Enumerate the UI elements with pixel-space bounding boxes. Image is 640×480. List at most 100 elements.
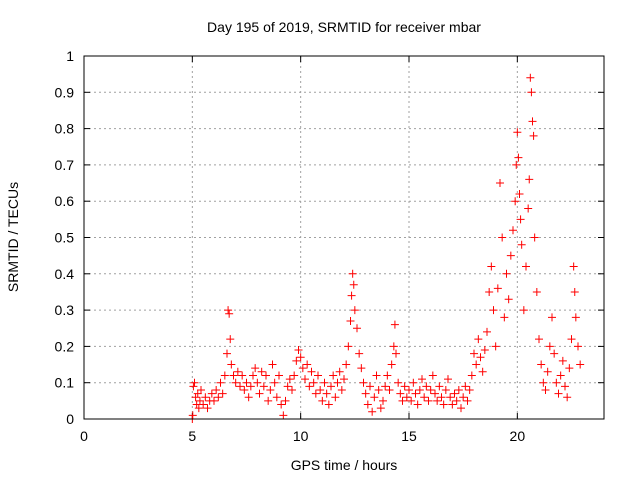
data-point (374, 385, 383, 394)
data-point (216, 378, 225, 387)
data-point (394, 378, 403, 387)
data-point (396, 389, 405, 398)
data-point (489, 306, 498, 315)
data-point (212, 385, 221, 394)
data-point (277, 400, 286, 409)
data-point (424, 396, 433, 405)
data-point (411, 389, 420, 398)
data-point (527, 88, 536, 97)
data-point (435, 382, 444, 391)
data-point (294, 346, 303, 355)
x-tick-label: 10 (293, 428, 309, 444)
data-point (444, 375, 452, 384)
data-point (474, 335, 483, 344)
data-point (385, 385, 394, 394)
data-point (383, 371, 392, 380)
data-point (238, 371, 247, 380)
data-point (236, 382, 244, 391)
data-point (307, 367, 316, 376)
y-tick-label: 0.7 (55, 157, 75, 173)
data-point (476, 353, 485, 362)
data-point (259, 382, 268, 391)
data-point (516, 215, 525, 224)
data-point (515, 189, 524, 198)
data-point (513, 128, 522, 137)
data-point (368, 407, 377, 416)
data-point (231, 378, 240, 387)
data-point (413, 400, 422, 409)
data-point (225, 309, 234, 318)
data-point (526, 73, 535, 82)
y-tick-label: 0.8 (55, 121, 75, 137)
data-point (224, 306, 233, 315)
data-point (335, 367, 344, 376)
data-point (517, 240, 526, 249)
data-point (244, 393, 253, 402)
data-point (318, 396, 327, 405)
data-point (548, 313, 556, 322)
data-point (480, 346, 489, 355)
data-point (390, 320, 399, 329)
data-point (207, 389, 216, 398)
data-point (327, 382, 335, 391)
data-point (344, 342, 353, 351)
data-point (201, 393, 210, 402)
data-point (500, 313, 509, 322)
data-point (448, 400, 457, 409)
data-point (463, 396, 472, 405)
data-point (301, 375, 309, 384)
data-point (279, 411, 288, 420)
data-point (426, 385, 435, 394)
chart-title: Day 195 of 2019, SRMTID for receiver mba… (207, 19, 481, 35)
data-point (337, 385, 346, 394)
data-point (402, 393, 411, 402)
data-point (437, 393, 446, 402)
data-point (428, 371, 437, 380)
data-point (266, 385, 275, 394)
data-point (525, 175, 534, 184)
data-point (418, 375, 426, 384)
y-tick-label: 0.3 (55, 302, 75, 318)
y-tick-label: 0.4 (55, 266, 75, 282)
data-point (457, 404, 465, 413)
data-point (431, 389, 439, 398)
data-point (311, 389, 320, 398)
y-tick-label: 0.1 (55, 375, 75, 391)
x-tick-label: 0 (80, 428, 88, 444)
data-point (511, 197, 520, 206)
data-point (353, 324, 361, 333)
x-axis-label: GPS time / hours (291, 457, 398, 473)
data-point (565, 364, 574, 373)
data-point (483, 327, 491, 336)
data-point (522, 262, 530, 271)
data-point (530, 233, 539, 242)
data-point (210, 396, 218, 405)
data-point (331, 393, 340, 402)
data-point (496, 179, 504, 188)
data-point (320, 378, 329, 387)
data-point (197, 385, 205, 394)
data-point (452, 396, 461, 405)
axis-ticks (83, 55, 604, 420)
data-point (340, 375, 348, 384)
data-point (398, 396, 407, 405)
data-point (214, 393, 223, 402)
plot-frame (83, 55, 605, 420)
data-point (558, 356, 567, 365)
data-point (493, 284, 502, 293)
data-point (253, 378, 262, 387)
data-point (203, 404, 212, 413)
data-point (491, 342, 500, 351)
data-point (246, 382, 255, 391)
data-point (552, 378, 561, 387)
data-point (251, 364, 260, 373)
data-point (195, 396, 204, 405)
data-point (470, 349, 478, 358)
data-point (433, 396, 442, 405)
data-point (400, 382, 409, 391)
data-point (194, 404, 203, 413)
data-point (242, 378, 251, 387)
data-point (255, 389, 264, 398)
data-point (370, 393, 379, 402)
